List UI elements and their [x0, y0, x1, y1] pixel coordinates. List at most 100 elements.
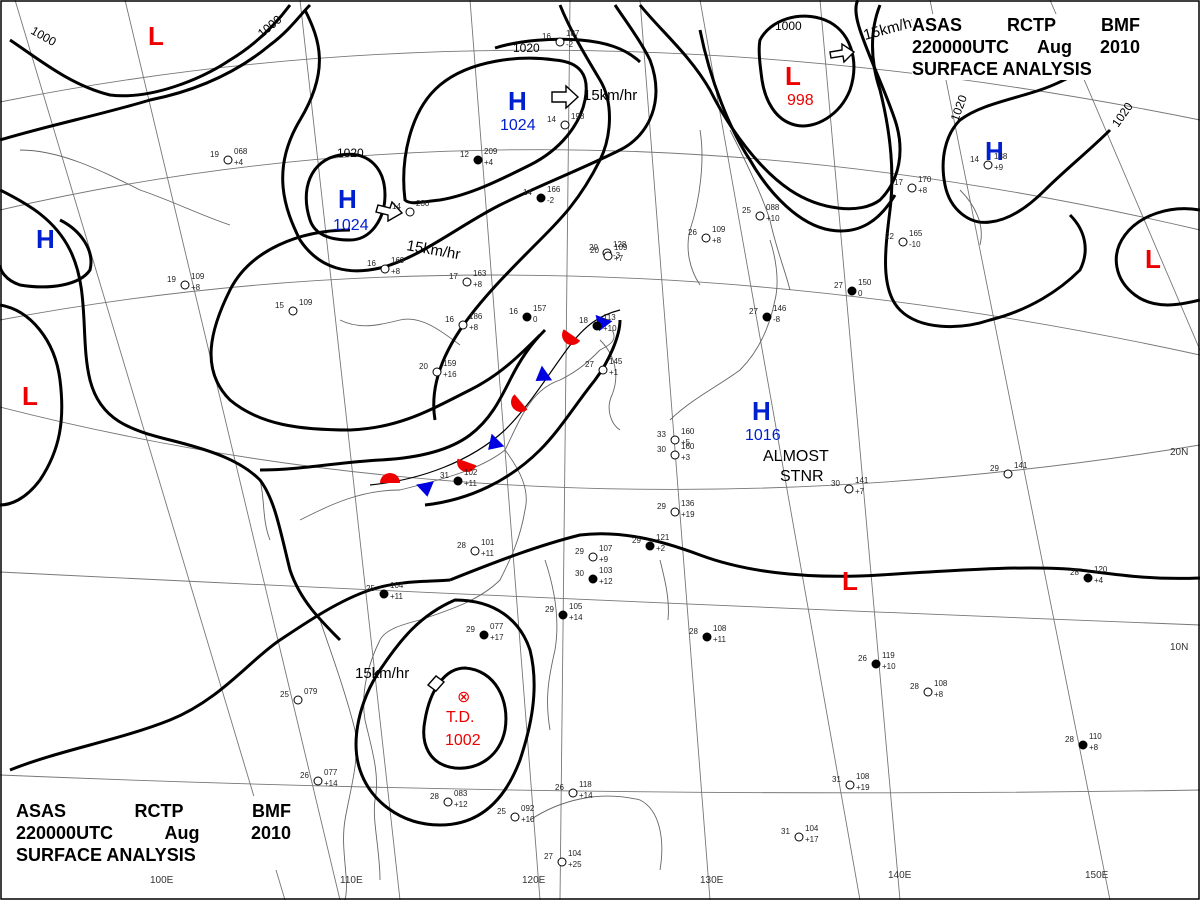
station-pressure: 163: [473, 269, 487, 278]
station-temperature: 20: [419, 362, 428, 371]
lon-label: 120E: [522, 875, 546, 886]
station-tendency: +10: [766, 214, 780, 223]
station-tendency: +17: [805, 835, 819, 844]
station-pressure: 141: [1014, 461, 1028, 470]
station-plot: 20 109 +7: [590, 243, 628, 263]
station-circle: [522, 312, 532, 322]
station-plot: 28 101 +11: [457, 538, 495, 558]
station-circle: [462, 277, 472, 287]
station-plots: 12 209 +4 14 166 -2 16 187 -2 20 128 -3 16 157 0 18 113 +…: [167, 29, 1108, 869]
station-temperature: 20: [590, 246, 599, 255]
lon-label: 110E: [340, 875, 363, 886]
header-row-codes: ASAS RCTP BMF: [912, 14, 1140, 36]
station-pressure: 103: [599, 566, 613, 575]
isobar-label: 1000: [775, 19, 802, 33]
station-plot: 30 103 +12: [575, 566, 613, 586]
valid-month: Aug: [164, 823, 200, 843]
station-temperature: 30: [831, 479, 840, 488]
station-tendency: +1: [609, 368, 619, 377]
lon-labels: 100E 110E 120E 130E 140E 150E: [150, 870, 1109, 886]
station-circle: [845, 780, 855, 790]
station-tendency: +8: [469, 323, 479, 332]
station-pressure: 083: [454, 789, 468, 798]
station-tendency: +5: [681, 438, 691, 447]
station-plot: 28 120 +4: [1070, 565, 1108, 585]
pressure-systems: L L 998 L L L H H 1024 H 1024 H H 1016: [22, 21, 1161, 596]
station-temperature: 25: [742, 206, 751, 215]
high-center: H: [985, 136, 1004, 166]
high-center: H: [36, 224, 55, 254]
station-temperature: 25: [497, 807, 506, 816]
station-temperature: 29: [657, 502, 666, 511]
station-temperature: 28: [689, 627, 698, 636]
station-pressure: 109: [614, 243, 628, 252]
station-plot: 26 119 +10: [858, 651, 896, 671]
station-plot: 26 109 +8: [688, 225, 726, 245]
station-temperature: 33: [657, 430, 666, 439]
station-pressure: 101: [481, 538, 495, 547]
station-circle: [432, 367, 442, 377]
warm-front-symbol: [562, 329, 581, 345]
station-tendency: +8: [473, 280, 483, 289]
station-plot: 27 150 0: [834, 278, 872, 298]
station-plot: 18 113 +10: [579, 313, 617, 333]
station-circle: [313, 776, 323, 786]
station-circle: [670, 507, 680, 517]
station-temperature: 28: [1065, 735, 1074, 744]
header-row-time: 220000UTC Aug 2010: [912, 36, 1140, 58]
station-temperature: 28: [1070, 568, 1079, 577]
station-circle: [453, 476, 463, 486]
header-title: SURFACE ANALYSIS: [912, 59, 1092, 79]
station-circle: [603, 251, 613, 261]
low-center: L: [785, 61, 801, 91]
low-center: L: [1145, 244, 1161, 274]
station-circle: [443, 797, 453, 807]
station-circle: [560, 120, 570, 130]
station-plot: 29 121 +2: [632, 533, 670, 553]
agency-code: ASAS: [912, 15, 963, 35]
station-temperature: 16: [367, 259, 376, 268]
station-temperature: 27: [544, 852, 553, 861]
station-tendency: +8: [918, 186, 928, 195]
valid-year: 2010: [250, 823, 291, 843]
station-plot: 29 077 +17: [466, 622, 504, 642]
station-pressure: 113: [603, 313, 616, 322]
station-plot: 29 107 +9: [575, 544, 613, 564]
station-temperature: 31: [832, 775, 841, 784]
lat-labels: 20N 10N: [1170, 447, 1188, 653]
station-pressure: 141: [855, 476, 869, 485]
station-temperature: 29: [545, 605, 554, 614]
station-plot: 28 108 +11: [689, 624, 727, 644]
station-plot: 27 145 +1: [585, 357, 623, 377]
station-circle: [470, 546, 480, 556]
station-circle: [223, 155, 233, 165]
station-tendency: +8: [191, 283, 201, 292]
station-circle: [847, 286, 857, 296]
pressure-value: 998: [787, 92, 814, 109]
station-plot: 17 163 +8: [449, 269, 487, 289]
station-tendency: +4: [484, 158, 494, 167]
station-pressure: 104: [805, 824, 819, 833]
lon-label: 140E: [888, 870, 912, 881]
station-circle: [536, 193, 546, 203]
lon-label: 150E: [1085, 870, 1109, 881]
station-pressure: 107: [599, 544, 613, 553]
station-pressure: 102: [464, 468, 478, 477]
header-top-right: ASAS RCTP BMF 220000UTC Aug 2010 SURFACE…: [912, 14, 1140, 80]
station-pressure: 104: [390, 581, 404, 590]
station-circle: [510, 812, 520, 822]
station-tendency: +3: [681, 453, 691, 462]
valid-year: 2010: [1099, 37, 1140, 57]
station-pressure: 120: [1094, 565, 1108, 574]
station-circle: [380, 264, 390, 274]
station-temperature: 14: [547, 115, 556, 124]
station-temperature: 30: [575, 569, 584, 578]
station-plot: 12 209 +4: [460, 147, 498, 167]
station-temperature: 29: [466, 625, 475, 634]
station-plot: 29 141: [990, 461, 1028, 479]
station-pressure: 109: [191, 272, 205, 281]
station-plot: 16 186 +8: [445, 312, 483, 332]
low-center: L: [148, 21, 164, 51]
station-tendency: -8: [773, 315, 781, 324]
